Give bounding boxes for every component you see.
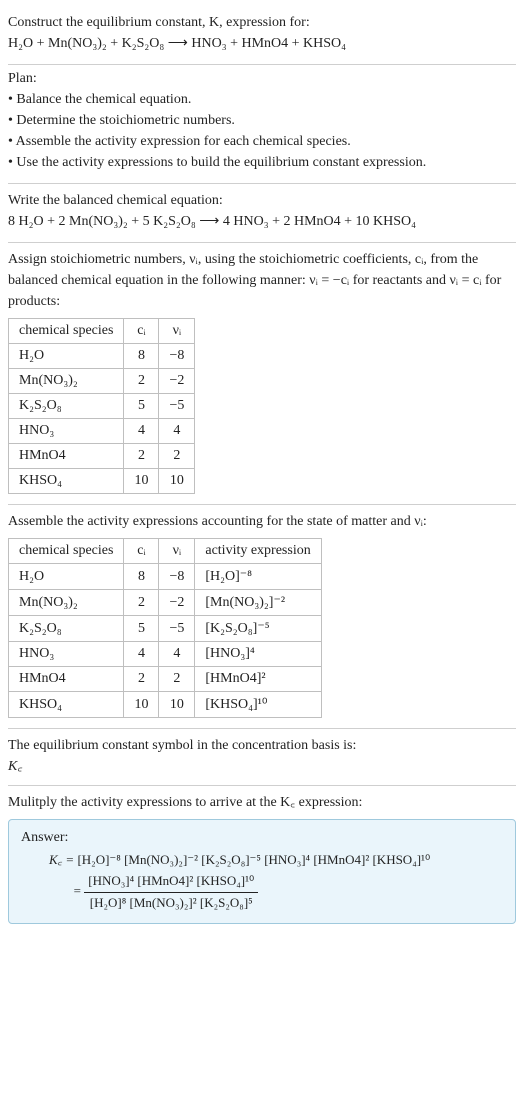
assign-col-ci: cᵢ xyxy=(124,319,159,344)
assemble-col-species: chemical species xyxy=(9,539,124,564)
balanced-intro: Write the balanced chemical equation: xyxy=(8,190,516,211)
assign-col-vi: νᵢ xyxy=(159,319,195,344)
cell-vi: 2 xyxy=(159,444,195,469)
table-row: HMnO4 2 2 [HMnO4]² xyxy=(9,667,322,692)
section-balanced: Write the balanced chemical equation: 8 … xyxy=(8,184,516,243)
assign-intro: Assign stoichiometric numbers, νᵢ, using… xyxy=(8,249,516,312)
cell-species: H₂O xyxy=(9,564,124,590)
assemble-col-vi: νᵢ xyxy=(159,539,195,564)
table-header-row: chemical species cᵢ νᵢ activity expressi… xyxy=(9,539,322,564)
answer-fraction: [HNO₃]⁴ [HMnO4]² [KHSO₄]¹⁰ [H₂O]⁸ [Mn(NO… xyxy=(84,871,258,914)
cell-activity: [K₂S₂O₈]⁻⁵ xyxy=(195,616,321,642)
plan-bullet-2: • Determine the stoichiometric numbers. xyxy=(8,110,516,131)
cell-activity: [KHSO₄]¹⁰ xyxy=(195,692,321,718)
plan-bullet-4: • Use the activity expressions to build … xyxy=(8,152,516,173)
intro-equation: H₂O + Mn(NO₃)₂ + K₂S₂O₈ ⟶ HNO₃ + HMnO4 +… xyxy=(8,33,516,54)
cell-vi: 4 xyxy=(159,419,195,444)
cell-species: Mn(NO₃)₂ xyxy=(9,369,124,394)
intro-line: Construct the equilibrium constant, K, e… xyxy=(8,12,516,33)
cell-activity: [HMnO4]² xyxy=(195,667,321,692)
table-row: HNO₃ 4 4 [HNO₃]⁴ xyxy=(9,642,322,667)
answer-line-1: K꜀ = [H₂O]⁻⁸ [Mn(NO₃)₂]⁻² [K₂S₂O₈]⁻⁵ [HN… xyxy=(49,850,503,871)
assemble-col-ci: cᵢ xyxy=(124,539,159,564)
cell-vi: −8 xyxy=(159,344,195,369)
cell-species: HNO₃ xyxy=(9,642,124,667)
cell-species: K₂S₂O₈ xyxy=(9,394,124,419)
table-row: KHSO₄ 10 10 xyxy=(9,469,195,494)
cell-vi: 10 xyxy=(159,692,195,718)
table-row: H₂O 8 −8 [H₂O]⁻⁸ xyxy=(9,564,322,590)
section-kc: The equilibrium constant symbol in the c… xyxy=(8,729,516,786)
assemble-col-activity: activity expression xyxy=(195,539,321,564)
cell-vi: −2 xyxy=(159,590,195,616)
balanced-equation: 8 H₂O + 2 Mn(NO₃)₂ + 5 K₂S₂O₈ ⟶ 4 HNO₃ +… xyxy=(8,211,516,232)
cell-vi: 2 xyxy=(159,667,195,692)
table-row: Mn(NO₃)₂ 2 −2 xyxy=(9,369,195,394)
table-row: HNO₃ 4 4 xyxy=(9,419,195,444)
kc-intro: The equilibrium constant symbol in the c… xyxy=(8,735,516,756)
cell-ci: 2 xyxy=(124,444,159,469)
plan-title: Plan: xyxy=(8,71,516,87)
cell-ci: 2 xyxy=(124,667,159,692)
cell-ci: 8 xyxy=(124,564,159,590)
table-row: Mn(NO₃)₂ 2 −2 [Mn(NO₃)₂]⁻² xyxy=(9,590,322,616)
answer-kc-prefix: K꜀ = xyxy=(49,852,77,867)
answer-box: Answer: K꜀ = [H₂O]⁻⁸ [Mn(NO₃)₂]⁻² [K₂S₂O… xyxy=(8,819,516,924)
cell-species: HMnO4 xyxy=(9,444,124,469)
cell-vi: −5 xyxy=(159,394,195,419)
answer-frac-num: [HNO₃]⁴ [HMnO4]² [KHSO₄]¹⁰ xyxy=(84,871,258,893)
assemble-intro: Assemble the activity expressions accoun… xyxy=(8,511,516,532)
cell-activity: [H₂O]⁻⁸ xyxy=(195,564,321,590)
table-row: KHSO₄ 10 10 [KHSO₄]¹⁰ xyxy=(9,692,322,718)
answer-line-2: = [HNO₃]⁴ [HMnO4]² [KHSO₄]¹⁰ [H₂O]⁸ [Mn(… xyxy=(49,871,503,914)
table-row: K₂S₂O₈ 5 −5 [K₂S₂O₈]⁻⁵ xyxy=(9,616,322,642)
plan-bullet-1: • Balance the chemical equation. xyxy=(8,89,516,110)
cell-ci: 10 xyxy=(124,469,159,494)
table-row: K₂S₂O₈ 5 −5 xyxy=(9,394,195,419)
assemble-table: chemical species cᵢ νᵢ activity expressi… xyxy=(8,538,322,718)
cell-species: KHSO₄ xyxy=(9,692,124,718)
cell-species: H₂O xyxy=(9,344,124,369)
cell-ci: 4 xyxy=(124,419,159,444)
plan-bullet-3: • Assemble the activity expression for e… xyxy=(8,131,516,152)
page: Construct the equilibrium constant, K, e… xyxy=(0,0,524,944)
section-plan: Plan: • Balance the chemical equation. •… xyxy=(8,65,516,184)
section-assign: Assign stoichiometric numbers, νᵢ, using… xyxy=(8,243,516,505)
cell-ci: 4 xyxy=(124,642,159,667)
table-row: HMnO4 2 2 xyxy=(9,444,195,469)
cell-species: Mn(NO₃)₂ xyxy=(9,590,124,616)
section-multiply: Mulitply the activity expressions to arr… xyxy=(8,786,516,934)
section-intro: Construct the equilibrium constant, K, e… xyxy=(8,6,516,65)
answer-title: Answer: xyxy=(21,830,503,846)
cell-vi: −5 xyxy=(159,616,195,642)
cell-species: HNO₃ xyxy=(9,419,124,444)
cell-ci: 10 xyxy=(124,692,159,718)
cell-activity: [HNO₃]⁴ xyxy=(195,642,321,667)
cell-vi: 10 xyxy=(159,469,195,494)
multiply-intro: Mulitply the activity expressions to arr… xyxy=(8,792,516,813)
cell-vi: −8 xyxy=(159,564,195,590)
cell-ci: 5 xyxy=(124,616,159,642)
section-assemble: Assemble the activity expressions accoun… xyxy=(8,505,516,729)
cell-species: K₂S₂O₈ xyxy=(9,616,124,642)
assign-table: chemical species cᵢ νᵢ H₂O 8 −8 Mn(NO₃)₂… xyxy=(8,318,195,494)
cell-species: KHSO₄ xyxy=(9,469,124,494)
cell-activity: [Mn(NO₃)₂]⁻² xyxy=(195,590,321,616)
cell-ci: 2 xyxy=(124,369,159,394)
cell-ci: 8 xyxy=(124,344,159,369)
cell-ci: 5 xyxy=(124,394,159,419)
cell-ci: 2 xyxy=(124,590,159,616)
table-header-row: chemical species cᵢ νᵢ xyxy=(9,319,195,344)
cell-vi: −2 xyxy=(159,369,195,394)
answer-expr-1: [H₂O]⁻⁸ [Mn(NO₃)₂]⁻² [K₂S₂O₈]⁻⁵ [HNO₃]⁴ … xyxy=(77,852,430,867)
cell-vi: 4 xyxy=(159,642,195,667)
assign-col-species: chemical species xyxy=(9,319,124,344)
table-row: H₂O 8 −8 xyxy=(9,344,195,369)
kc-symbol: K꜀ xyxy=(8,756,516,775)
cell-species: HMnO4 xyxy=(9,667,124,692)
answer-eq-sign: = xyxy=(49,881,81,902)
answer-frac-den: [H₂O]⁸ [Mn(NO₃)₂]² [K₂S₂O₈]⁵ xyxy=(84,893,258,914)
